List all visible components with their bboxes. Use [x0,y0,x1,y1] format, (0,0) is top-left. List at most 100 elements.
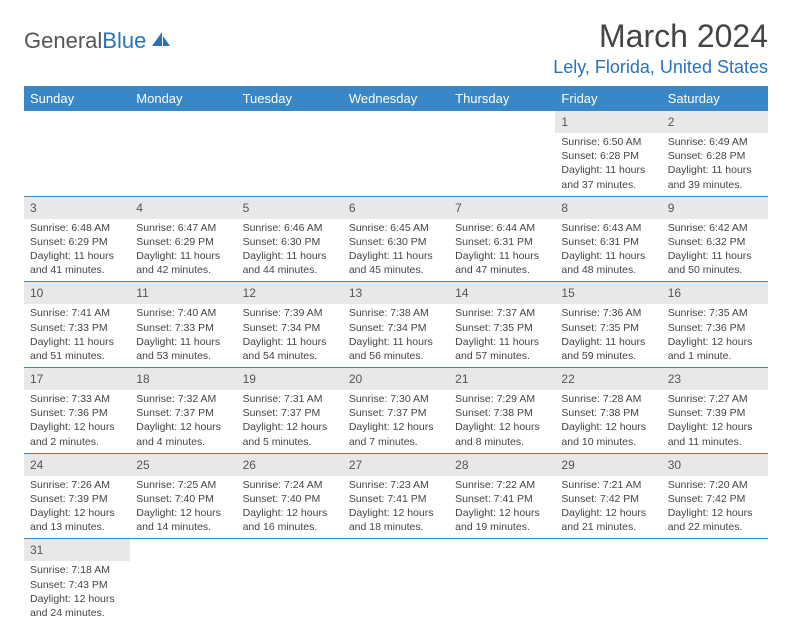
sunset-text: Sunset: 6:30 PM [349,235,443,249]
day-number: 22 [561,372,574,386]
day-content: Sunrise: 6:44 AMSunset: 6:31 PMDaylight:… [449,219,555,282]
day-number-row: 5 [237,197,343,219]
day-number: 19 [243,372,256,386]
day-number-row: . [130,111,236,133]
day-content: Sunrise: 7:26 AMSunset: 7:39 PMDaylight:… [24,476,130,539]
sunset-text: Sunset: 7:43 PM [30,578,124,592]
day-cell [237,539,343,624]
day-cell: . [237,111,343,196]
location: Lely, Florida, United States [553,57,768,78]
day-number-row: 28 [449,454,555,476]
day-cell: 24Sunrise: 7:26 AMSunset: 7:39 PMDayligh… [24,454,130,539]
sunrise-text: Sunrise: 6:46 AM [243,221,337,235]
sunset-text: Sunset: 7:41 PM [349,492,443,506]
daylight-text: Daylight: 11 hours and 50 minutes. [668,249,762,277]
day-content: Sunrise: 7:25 AMSunset: 7:40 PMDaylight:… [130,476,236,539]
day-number: 25 [136,458,149,472]
week-row: 10Sunrise: 7:41 AMSunset: 7:33 PMDayligh… [24,282,768,368]
day-cell: 29Sunrise: 7:21 AMSunset: 7:42 PMDayligh… [555,454,661,539]
sunrise-text: Sunrise: 7:33 AM [30,392,124,406]
day-content: Sunrise: 6:49 AMSunset: 6:28 PMDaylight:… [662,133,768,196]
sunset-text: Sunset: 7:34 PM [349,321,443,335]
weekday-label: Monday [130,86,236,111]
day-number: 23 [668,372,681,386]
sunset-text: Sunset: 7:33 PM [136,321,230,335]
day-number-row: 6 [343,197,449,219]
day-cell: 14Sunrise: 7:37 AMSunset: 7:35 PMDayligh… [449,282,555,367]
day-number: 27 [349,458,362,472]
weeks-container: .....1Sunrise: 6:50 AMSunset: 6:28 PMDay… [24,111,768,624]
daylight-text: Daylight: 12 hours and 24 minutes. [30,592,124,620]
sunset-text: Sunset: 6:31 PM [455,235,549,249]
day-cell: 27 Sunrise: 7:23 AMSunset: 7:41 PMDayligh… [343,454,449,539]
sunset-text: Sunset: 7:37 PM [243,406,337,420]
day-cell: 18Sunrise: 7:32 AMSunset: 7:37 PMDayligh… [130,368,236,453]
sunrise-text: Sunrise: 7:25 AM [136,478,230,492]
day-number-row: 25 [130,454,236,476]
day-content: Sunrise: 6:43 AMSunset: 6:31 PMDaylight:… [555,219,661,282]
day-number: 13 [349,286,362,300]
sunset-text: Sunset: 7:40 PM [136,492,230,506]
sunset-text: Sunset: 7:41 PM [455,492,549,506]
day-cell: . [449,111,555,196]
daylight-text: Daylight: 12 hours and 7 minutes. [349,420,443,448]
day-number: 2 [668,115,675,129]
day-cell: 10Sunrise: 7:41 AMSunset: 7:33 PMDayligh… [24,282,130,367]
sunrise-text: Sunrise: 7:18 AM [30,563,124,577]
day-content: Sunrise: 7:39 AMSunset: 7:34 PMDaylight:… [237,304,343,367]
weekday-label: Tuesday [237,86,343,111]
calendar: SundayMondayTuesdayWednesdayThursdayFrid… [24,86,768,624]
day-number: 11 [136,286,148,300]
sunset-text: Sunset: 6:29 PM [30,235,124,249]
sunset-text: Sunset: 7:36 PM [668,321,762,335]
daylight-text: Daylight: 12 hours and 2 minutes. [30,420,124,448]
weekday-label: Thursday [449,86,555,111]
week-row: .....1Sunrise: 6:50 AMSunset: 6:28 PMDay… [24,111,768,197]
day-cell: 7 Sunrise: 6:44 AMSunset: 6:31 PMDaylight… [449,197,555,282]
daylight-text: Daylight: 11 hours and 39 minutes. [668,163,762,191]
daylight-text: Daylight: 11 hours and 57 minutes. [455,335,549,363]
day-cell: 9Sunrise: 6:42 AMSunset: 6:32 PMDaylight… [662,197,768,282]
sunrise-text: Sunrise: 7:24 AM [243,478,337,492]
week-row: 3Sunrise: 6:48 AMSunset: 6:29 PMDaylight… [24,197,768,283]
day-cell: 2 Sunrise: 6:49 AMSunset: 6:28 PMDaylight… [662,111,768,196]
day-content: Sunrise: 7:28 AMSunset: 7:38 PMDaylight:… [555,390,661,453]
day-number-row: 2 [662,111,768,133]
day-cell: 25 Sunrise: 7:25 AMSunset: 7:40 PMDayligh… [130,454,236,539]
sunrise-text: Sunrise: 7:35 AM [668,306,762,320]
sunrise-text: Sunrise: 6:49 AM [668,135,762,149]
weekday-label: Wednesday [343,86,449,111]
daylight-text: Daylight: 11 hours and 48 minutes. [561,249,655,277]
day-cell: . [24,111,130,196]
day-content: Sunrise: 7:29 AMSunset: 7:38 PMDaylight:… [449,390,555,453]
logo-text-1: General [24,28,102,54]
day-cell: . [343,111,449,196]
day-content: Sunrise: 7:38 AMSunset: 7:34 PMDaylight:… [343,304,449,367]
day-number: 15 [561,286,574,300]
day-content: Sunrise: 7:41 AMSunset: 7:33 PMDaylight:… [24,304,130,367]
day-number: 31 [30,543,43,557]
day-content: Sunrise: 7:23 AMSunset: 7:41 PMDaylight:… [343,476,449,539]
day-number-row: 26 [237,454,343,476]
day-number-row: 15 [555,282,661,304]
day-cell: 13 Sunrise: 7:38 AMSunset: 7:34 PMDayligh… [343,282,449,367]
logo: GeneralBlue [24,18,172,54]
day-content: Sunrise: 7:32 AMSunset: 7:37 PMDaylight:… [130,390,236,453]
day-number-row: 16 [662,282,768,304]
day-number-row: 11 [130,282,236,304]
day-number: 7 [455,201,462,215]
day-number: 17 [30,372,43,386]
week-row: 17Sunrise: 7:33 AMSunset: 7:36 PMDayligh… [24,368,768,454]
sunset-text: Sunset: 7:38 PM [561,406,655,420]
daylight-text: Daylight: 11 hours and 51 minutes. [30,335,124,363]
daylight-text: Daylight: 12 hours and 14 minutes. [136,506,230,534]
day-number-row: . [24,111,130,133]
sunrise-text: Sunrise: 7:28 AM [561,392,655,406]
daylight-text: Daylight: 11 hours and 45 minutes. [349,249,443,277]
daylight-text: Daylight: 12 hours and 18 minutes. [349,506,443,534]
day-number-row: 27 [343,454,449,476]
day-cell: 15Sunrise: 7:36 AMSunset: 7:35 PMDayligh… [555,282,661,367]
day-cell: 22 Sunrise: 7:28 AMSunset: 7:38 PMDayligh… [555,368,661,453]
day-number-row: 30 [662,454,768,476]
day-number-row: 22 [555,368,661,390]
